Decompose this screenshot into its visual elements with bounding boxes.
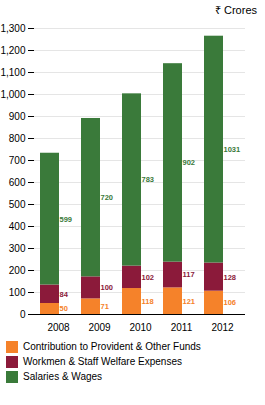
svg-text:783: 783	[142, 175, 155, 184]
svg-text:50: 50	[60, 304, 68, 313]
html-text:Contribution to Provident & Ot: Contribution to Provident & Other Funds	[23, 341, 201, 352]
svg-text:700: 700	[9, 155, 26, 166]
svg-text:2010: 2010	[129, 322, 152, 333]
svg-text:102: 102	[142, 273, 155, 282]
svg-text:84: 84	[60, 290, 69, 299]
svg-text:902: 902	[183, 158, 196, 167]
svg-text:500: 500	[9, 199, 26, 210]
svg-text:300: 300	[9, 243, 26, 254]
svg-text:2009: 2009	[88, 322, 111, 333]
svg-text:2012: 2012	[211, 322, 234, 333]
svg-text:2008: 2008	[47, 322, 70, 333]
svg-text:1,100: 1,100	[0, 67, 25, 78]
svg-text:118: 118	[142, 297, 154, 306]
svg-text:117: 117	[183, 270, 195, 279]
svg-text:1,000: 1,000	[0, 89, 25, 100]
svg-text:600: 600	[9, 177, 26, 188]
html-text:₹ Crores: ₹ Crores	[214, 4, 257, 16]
svg-text:71: 71	[101, 302, 109, 311]
html-text:Salaries & Wages: Salaries & Wages	[23, 371, 103, 382]
svg-text:599: 599	[60, 215, 73, 224]
svg-text:100: 100	[9, 287, 26, 298]
svg-text:200: 200	[9, 265, 26, 276]
svg-text:106: 106	[224, 298, 237, 307]
svg-text:2011: 2011	[171, 322, 193, 333]
svg-text:100: 100	[101, 283, 114, 292]
svg-text:1,200: 1,200	[0, 45, 25, 56]
svg-text:128: 128	[224, 273, 237, 282]
svg-text:720: 720	[101, 193, 114, 202]
svg-text:400: 400	[9, 221, 26, 232]
html-text:Workmen & Staff Welfare Expens: Workmen & Staff Welfare Expenses	[23, 356, 182, 367]
svg-text:800: 800	[9, 133, 26, 144]
svg-text:121: 121	[183, 297, 196, 306]
svg-text:1,300: 1,300	[0, 23, 25, 34]
svg-text:0: 0	[20, 309, 26, 320]
svg-text:1031: 1031	[224, 145, 241, 154]
svg-text:900: 900	[9, 111, 26, 122]
